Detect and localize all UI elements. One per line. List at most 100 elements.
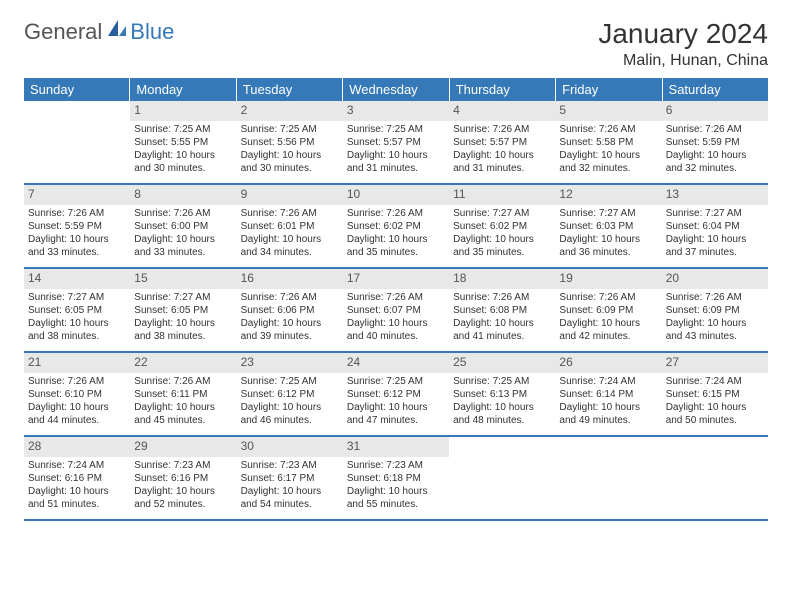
calendar: Sunday Monday Tuesday Wednesday Thursday… (24, 78, 768, 521)
day-cell: 19Sunrise: 7:26 AMSunset: 6:09 PMDayligh… (555, 269, 661, 351)
title-block: January 2024 Malin, Hunan, China (598, 18, 768, 70)
week-row: 28Sunrise: 7:24 AMSunset: 6:16 PMDayligh… (24, 437, 768, 521)
sunrise-text: Sunrise: 7:23 AM (134, 459, 232, 472)
daylight-text: Daylight: 10 hours and 43 minutes. (666, 317, 764, 343)
day-cell: 5Sunrise: 7:26 AMSunset: 5:58 PMDaylight… (555, 101, 661, 183)
sunset-text: Sunset: 6:07 PM (347, 304, 445, 317)
day-cell (662, 437, 768, 519)
sunrise-text: Sunrise: 7:23 AM (347, 459, 445, 472)
day-number: 7 (24, 185, 130, 205)
daylight-text: Daylight: 10 hours and 38 minutes. (134, 317, 232, 343)
daylight-text: Daylight: 10 hours and 31 minutes. (347, 149, 445, 175)
day-number: 28 (24, 437, 130, 457)
sunrise-text: Sunrise: 7:26 AM (666, 291, 764, 304)
sunset-text: Sunset: 5:55 PM (134, 136, 232, 149)
day-cell: 30Sunrise: 7:23 AMSunset: 6:17 PMDayligh… (237, 437, 343, 519)
day-cell: 27Sunrise: 7:24 AMSunset: 6:15 PMDayligh… (662, 353, 768, 435)
day-number: 18 (449, 269, 555, 289)
daylight-text: Daylight: 10 hours and 35 minutes. (347, 233, 445, 259)
daylight-text: Daylight: 10 hours and 54 minutes. (241, 485, 339, 511)
sunrise-text: Sunrise: 7:26 AM (559, 291, 657, 304)
day-number: 10 (343, 185, 449, 205)
sunrise-text: Sunrise: 7:26 AM (241, 207, 339, 220)
day-body: Sunrise: 7:25 AMSunset: 6:12 PMDaylight:… (237, 373, 343, 431)
sunrise-text: Sunrise: 7:25 AM (241, 375, 339, 388)
weekday-header: Saturday (663, 78, 768, 101)
daylight-text: Daylight: 10 hours and 32 minutes. (666, 149, 764, 175)
day-number: 14 (24, 269, 130, 289)
day-cell: 17Sunrise: 7:26 AMSunset: 6:07 PMDayligh… (343, 269, 449, 351)
sunset-text: Sunset: 6:10 PM (28, 388, 126, 401)
sunset-text: Sunset: 5:59 PM (28, 220, 126, 233)
sunset-text: Sunset: 6:18 PM (347, 472, 445, 485)
day-body: Sunrise: 7:26 AMSunset: 5:57 PMDaylight:… (449, 121, 555, 179)
day-body: Sunrise: 7:26 AMSunset: 6:00 PMDaylight:… (130, 205, 236, 263)
weekday-header: Wednesday (343, 78, 449, 101)
daylight-text: Daylight: 10 hours and 52 minutes. (134, 485, 232, 511)
sunset-text: Sunset: 6:17 PM (241, 472, 339, 485)
weeks-container: 1 Sunrise: 7:25 AM Sunset: 5:55 PM Daylight… (24, 101, 768, 521)
daylight-text: Daylight: 10 hours and 32 minutes. (559, 149, 657, 175)
day-body: Sunrise: 7:26 AMSunset: 5:58 PMDaylight:… (555, 121, 661, 179)
week-row: 21Sunrise: 7:26 AMSunset: 6:10 PMDayligh… (24, 353, 768, 437)
day-number: 16 (237, 269, 343, 289)
weekday-header: Tuesday (237, 78, 343, 101)
sunset-text: Sunset: 6:02 PM (453, 220, 551, 233)
day-number: 3 (343, 101, 449, 121)
sunrise-text: Sunrise: 7:26 AM (241, 291, 339, 304)
weekday-header: Sunday (24, 78, 130, 101)
daylight-text: Daylight: 10 hours and 36 minutes. (559, 233, 657, 259)
day-cell (24, 101, 130, 183)
sunrise-text: Sunrise: 7:26 AM (134, 207, 232, 220)
daylight-text: Daylight: 10 hours and 38 minutes. (28, 317, 126, 343)
sunrise-text: Sunrise: 7:27 AM (559, 207, 657, 220)
day-cell (449, 437, 555, 519)
page-header: General Blue January 2024 Malin, Hunan, … (0, 0, 792, 78)
day-cell: 26Sunrise: 7:24 AMSunset: 6:14 PMDayligh… (555, 353, 661, 435)
daylight-text: Daylight: 10 hours and 40 minutes. (347, 317, 445, 343)
day-number: 17 (343, 269, 449, 289)
sunset-text: Sunset: 5:57 PM (347, 136, 445, 149)
sunset-text: Sunset: 6:12 PM (347, 388, 445, 401)
sunrise-text: Sunrise: 7:24 AM (666, 375, 764, 388)
day-body: Sunrise: 7:25 AMSunset: 6:13 PMDaylight:… (449, 373, 555, 431)
day-body: Sunrise: 7:23 AMSunset: 6:16 PMDaylight:… (130, 457, 236, 515)
day-number: 31 (343, 437, 449, 457)
sunset-text: Sunset: 6:12 PM (241, 388, 339, 401)
day-body: Sunrise: 7:26 AMSunset: 6:11 PMDaylight:… (130, 373, 236, 431)
logo-sail-icon (106, 18, 128, 45)
sunrise-text: Sunrise: 7:25 AM (453, 375, 551, 388)
sunrise-text: Sunrise: 7:26 AM (453, 291, 551, 304)
sunrise-text: Sunrise: 7:25 AM (241, 123, 339, 136)
daylight-text: Daylight: 10 hours and 30 minutes. (241, 149, 339, 175)
week-row: 7Sunrise: 7:26 AMSunset: 5:59 PMDaylight… (24, 185, 768, 269)
sunrise-text: Sunrise: 7:24 AM (28, 459, 126, 472)
sunrise-text: Sunrise: 7:26 AM (28, 375, 126, 388)
day-body: Sunrise: 7:23 AMSunset: 6:18 PMDaylight:… (343, 457, 449, 515)
daylight-text: Daylight: 10 hours and 41 minutes. (453, 317, 551, 343)
daylight-text: Daylight: 10 hours and 50 minutes. (666, 401, 764, 427)
day-cell: 3Sunrise: 7:25 AMSunset: 5:57 PMDaylight… (343, 101, 449, 183)
day-cell: 23Sunrise: 7:25 AMSunset: 6:12 PMDayligh… (237, 353, 343, 435)
week-row: 1 Sunrise: 7:25 AM Sunset: 5:55 PM Daylight… (24, 101, 768, 185)
day-body: Sunrise: 7:26 AMSunset: 6:06 PMDaylight:… (237, 289, 343, 347)
day-number: 6 (662, 101, 768, 121)
daylight-text: Daylight: 10 hours and 55 minutes. (347, 485, 445, 511)
daylight-text: Daylight: 10 hours and 45 minutes. (134, 401, 232, 427)
sunrise-text: Sunrise: 7:26 AM (134, 375, 232, 388)
day-cell (555, 437, 661, 519)
day-number: 12 (555, 185, 661, 205)
sunrise-text: Sunrise: 7:26 AM (453, 123, 551, 136)
sunset-text: Sunset: 5:58 PM (559, 136, 657, 149)
sunrise-text: Sunrise: 7:26 AM (347, 207, 445, 220)
day-cell: 1Sunrise: 7:25 AMSunset: 5:55 PMDaylight… (130, 101, 236, 183)
daylight-text: Daylight: 10 hours and 47 minutes. (347, 401, 445, 427)
weekday-header: Friday (556, 78, 662, 101)
day-number: 21 (24, 353, 130, 373)
day-number: 1 (130, 101, 236, 121)
daylight-text: Daylight: 10 hours and 31 minutes. (453, 149, 551, 175)
sunrise-text: Sunrise: 7:26 AM (28, 207, 126, 220)
day-cell: 29Sunrise: 7:23 AMSunset: 6:16 PMDayligh… (130, 437, 236, 519)
day-number: 29 (130, 437, 236, 457)
day-number: 11 (449, 185, 555, 205)
